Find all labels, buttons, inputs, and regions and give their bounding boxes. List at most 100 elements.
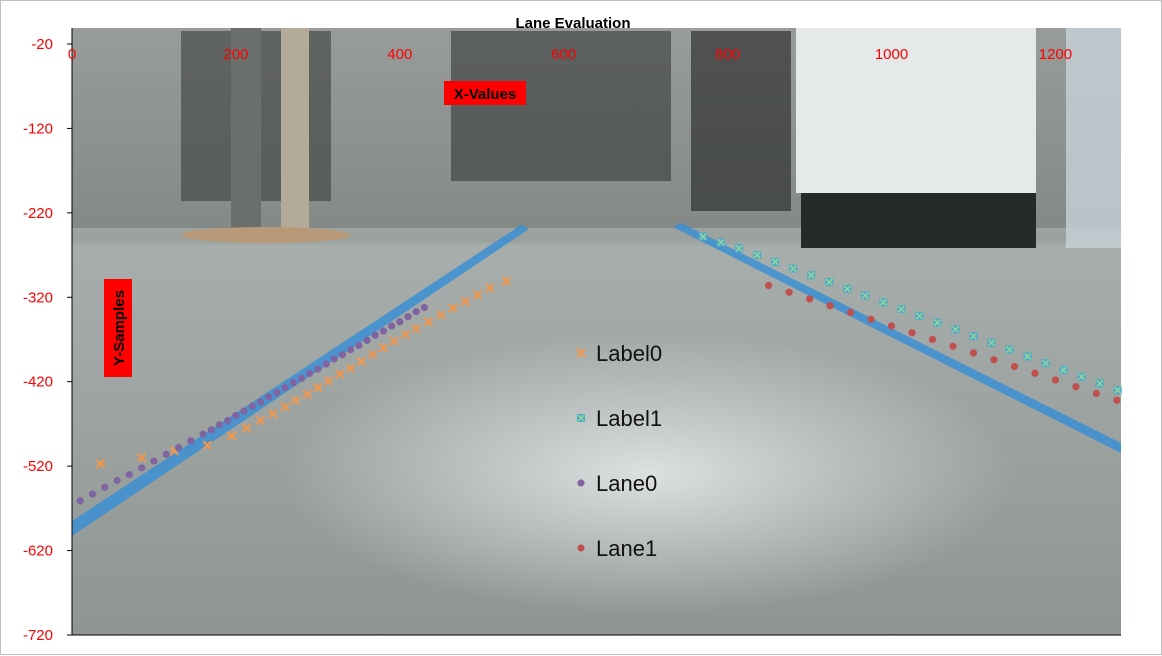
data-point-lane1 — [826, 302, 834, 310]
data-point-lane0 — [138, 464, 146, 472]
legend-label-label0: Label0 — [596, 341, 662, 366]
data-point-lane1 — [908, 329, 916, 337]
legend-marker-label1 — [577, 414, 585, 422]
y-tick-label: -620 — [23, 543, 53, 560]
y-tick-label: -120 — [23, 120, 53, 137]
data-point-lane1 — [867, 315, 875, 323]
data-point-lane0 — [330, 355, 338, 363]
data-point-lane0 — [199, 430, 207, 438]
data-point-lane0 — [215, 421, 224, 429]
data-point-label1 — [1041, 359, 1050, 368]
data-point-lane0 — [306, 369, 314, 377]
series-lane0 — [76, 303, 428, 505]
data-point-label0 — [368, 349, 378, 360]
x-tick-label: 800 — [715, 46, 740, 63]
data-point-lane0 — [404, 313, 412, 321]
data-point-lane0 — [125, 470, 133, 479]
data-point-label0 — [423, 317, 434, 327]
data-point-label1 — [825, 278, 834, 287]
x-axis-title-box: X-Values — [444, 81, 526, 105]
data-point-label1 — [861, 291, 870, 300]
data-point-label1 — [735, 244, 744, 253]
data-point-label0 — [255, 415, 266, 426]
data-point-lane0 — [224, 416, 232, 425]
x-tick-label: 0 — [68, 46, 76, 63]
data-point-label0 — [460, 296, 471, 307]
data-point-lane0 — [314, 365, 322, 373]
y-tick-label: -520 — [23, 458, 53, 475]
x-tick-label: 400 — [387, 46, 412, 63]
data-point-label0 — [472, 290, 483, 300]
data-point-label1 — [897, 305, 906, 314]
data-point-label1 — [1023, 352, 1032, 361]
data-point-label1 — [933, 318, 942, 327]
data-point-lane0 — [76, 497, 84, 505]
data-point-label0 — [95, 458, 106, 469]
y-tick-labels: -20 -120 -220 -320 -420 -520 -620 -720 — [23, 36, 72, 644]
data-point-lane1 — [805, 295, 814, 303]
data-point-lane0 — [88, 490, 97, 498]
data-point-label0 — [436, 310, 446, 320]
data-point-label0 — [227, 431, 237, 441]
data-point-lane0 — [289, 378, 297, 387]
x-tick-labels: 0 200 400 600 800 1000 1200 — [68, 46, 1072, 63]
data-point-lane0 — [379, 327, 388, 335]
legend: Label0 Label1 Lane0 Lane1 — [576, 341, 662, 561]
data-point-lane0 — [396, 318, 404, 326]
legend-marker-lane1 — [577, 544, 585, 552]
legend-marker-lane0 — [577, 479, 585, 487]
y-axis-title-box: Y-Samples — [104, 279, 132, 377]
legend-label-lane1: Lane1 — [596, 536, 657, 561]
data-point-label1 — [717, 238, 726, 247]
data-point-lane0 — [338, 351, 347, 359]
data-point-lane0 — [297, 374, 306, 382]
data-point-label1 — [1005, 345, 1014, 354]
data-point-label0 — [302, 389, 312, 400]
data-point-label0 — [313, 382, 323, 393]
data-point-lane0 — [388, 322, 396, 330]
legend-marker-label0 — [576, 348, 586, 358]
data-point-lane0 — [273, 389, 281, 397]
data-point-label0 — [335, 369, 345, 379]
data-point-lane0 — [174, 443, 183, 452]
data-point-lane1 — [1031, 369, 1039, 377]
data-point-label0 — [356, 356, 367, 367]
x-axis-title: X-Values — [454, 86, 517, 103]
data-point-label1 — [771, 257, 780, 266]
y-tick-label: -320 — [23, 289, 53, 306]
series-label0 — [95, 276, 512, 469]
data-point-lane1 — [785, 288, 793, 296]
data-point-label0 — [136, 452, 147, 463]
data-point-lane1 — [969, 349, 978, 357]
background-photo — [72, 28, 1121, 635]
data-point-lane1 — [765, 281, 773, 290]
data-point-lane1 — [1072, 383, 1080, 391]
data-point-label1 — [987, 338, 996, 347]
data-point-label0 — [280, 402, 290, 412]
data-point-label0 — [501, 276, 512, 286]
data-point-label1 — [915, 311, 924, 320]
data-point-label1 — [699, 232, 708, 241]
series-label1 — [699, 232, 1122, 395]
data-point-lane1 — [1113, 396, 1121, 404]
data-point-label0 — [241, 423, 252, 433]
data-point-lane0 — [420, 303, 428, 312]
data-point-label1 — [951, 325, 960, 334]
y-tick-label: -20 — [31, 36, 53, 53]
data-point-label1 — [807, 271, 816, 280]
data-point-lane1 — [1051, 376, 1060, 384]
data-point-label0 — [291, 395, 301, 405]
data-point-lane0 — [347, 346, 355, 354]
data-point-label0 — [378, 343, 389, 353]
data-point-lane0 — [207, 426, 215, 434]
x-tick-label: 200 — [223, 46, 248, 63]
data-point-lane0 — [371, 331, 379, 339]
data-point-label1 — [1077, 372, 1086, 381]
data-point-lane1 — [928, 335, 937, 344]
data-point-lane0 — [363, 336, 371, 344]
data-point-label0 — [411, 323, 421, 334]
data-point-lane0 — [248, 402, 256, 410]
y-tick-label: -220 — [23, 205, 53, 222]
data-point-label1 — [753, 251, 762, 260]
